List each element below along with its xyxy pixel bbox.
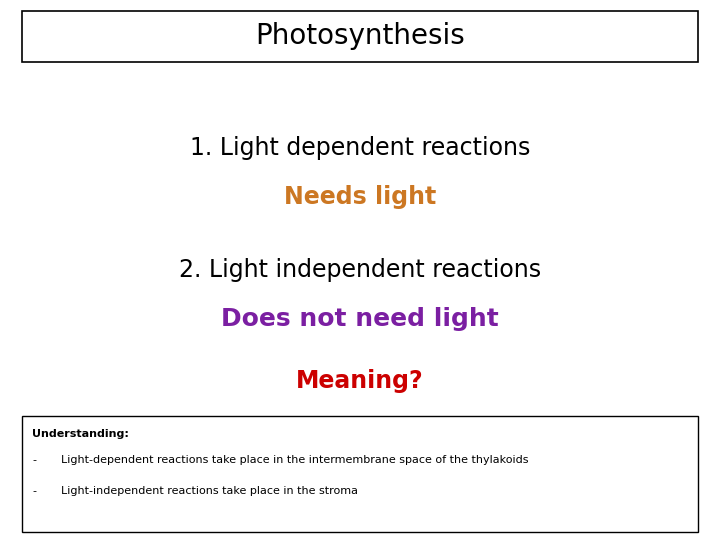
FancyBboxPatch shape xyxy=(22,416,698,532)
Text: Meaning?: Meaning? xyxy=(296,369,424,393)
FancyBboxPatch shape xyxy=(22,11,698,62)
Text: Needs light: Needs light xyxy=(284,185,436,209)
Text: 1. Light dependent reactions: 1. Light dependent reactions xyxy=(190,137,530,160)
Text: Understanding:: Understanding: xyxy=(32,429,130,440)
Text: 2. Light independent reactions: 2. Light independent reactions xyxy=(179,258,541,282)
Text: Does not need light: Does not need light xyxy=(221,307,499,330)
Text: Light-independent reactions take place in the stroma: Light-independent reactions take place i… xyxy=(61,486,359,496)
Text: Light-dependent reactions take place in the intermembrane space of the thylakoid: Light-dependent reactions take place in … xyxy=(61,455,528,465)
Text: -: - xyxy=(32,486,37,496)
Text: -: - xyxy=(32,455,37,465)
Text: Photosynthesis: Photosynthesis xyxy=(255,23,465,50)
